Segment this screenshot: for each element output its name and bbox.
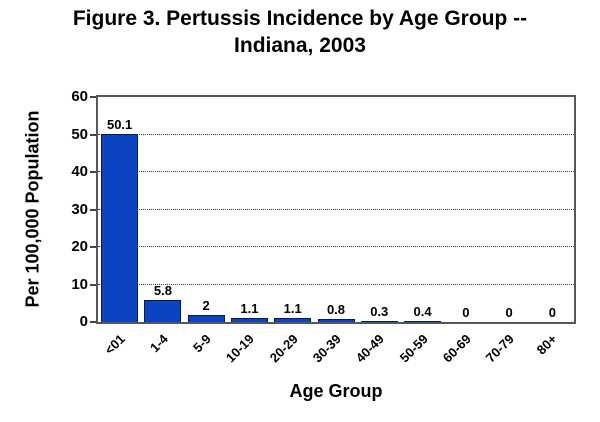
y-tick-label-0: 0 <box>79 313 88 330</box>
gridline-50 <box>98 133 574 135</box>
y-tick-label-20: 20 <box>71 238 88 255</box>
bar-value-label: 0 <box>462 305 470 320</box>
gridline-10 <box>98 283 574 285</box>
y-tick-mark <box>90 133 96 136</box>
chart-title: Figure 3. Pertussis Incidence by Age Gro… <box>0 5 600 59</box>
bar-value-label: 5.8 <box>153 283 172 299</box>
bar-1-4 <box>144 300 182 322</box>
bar-5-9 <box>187 314 225 322</box>
y-tick-label-40: 40 <box>71 163 88 180</box>
y-tick-mark <box>90 96 96 98</box>
bar-value-label: 0 <box>505 305 513 320</box>
y-tick-mark <box>90 171 96 173</box>
bar-40-49 <box>360 320 398 322</box>
y-tick-label-50: 50 <box>71 125 88 143</box>
y-tick-mark <box>90 283 96 286</box>
bar-value-label: 0.3 <box>370 303 389 319</box>
gridline-30 <box>98 208 574 210</box>
y-tick-label-10: 10 <box>71 275 88 293</box>
x-axis-title: Age Group <box>289 381 383 401</box>
bar-value-label: 50.1 <box>106 117 133 133</box>
bar-value-label: 1.1 <box>240 300 259 316</box>
gridline-20 <box>98 246 574 247</box>
chart-title-line1: Figure 3. Pertussis Incidence by Age Gro… <box>72 7 528 30</box>
plot-area: 50.1 5.8 2 1.1 1.1 0.8 0.3 0.4 0 0 0 <box>96 95 576 324</box>
y-tick-label-60: 60 <box>71 88 88 105</box>
bar-<01 <box>101 134 139 322</box>
bar-value-label: 0.8 <box>326 302 346 317</box>
y-tick-label-30: 30 <box>71 200 88 218</box>
bar-value-label: 1.1 <box>283 300 302 316</box>
bar-value-label: 0 <box>548 305 556 320</box>
y-tick-mark <box>90 246 96 248</box>
bar-10-19 <box>230 317 268 322</box>
y-axis-title: Per 100,000 Population <box>22 110 43 308</box>
y-tick-mark <box>90 208 96 211</box>
bar-30-39 <box>317 319 355 322</box>
bar-20-29 <box>274 317 312 322</box>
bar-value-label: 0.4 <box>413 303 432 319</box>
y-tick-mark <box>90 321 96 323</box>
chart-title-line2: Indiana, 2003 <box>234 34 366 57</box>
bar-value-label: 2 <box>202 297 210 313</box>
bar-50-59 <box>404 320 442 322</box>
gridline-40 <box>98 171 574 172</box>
